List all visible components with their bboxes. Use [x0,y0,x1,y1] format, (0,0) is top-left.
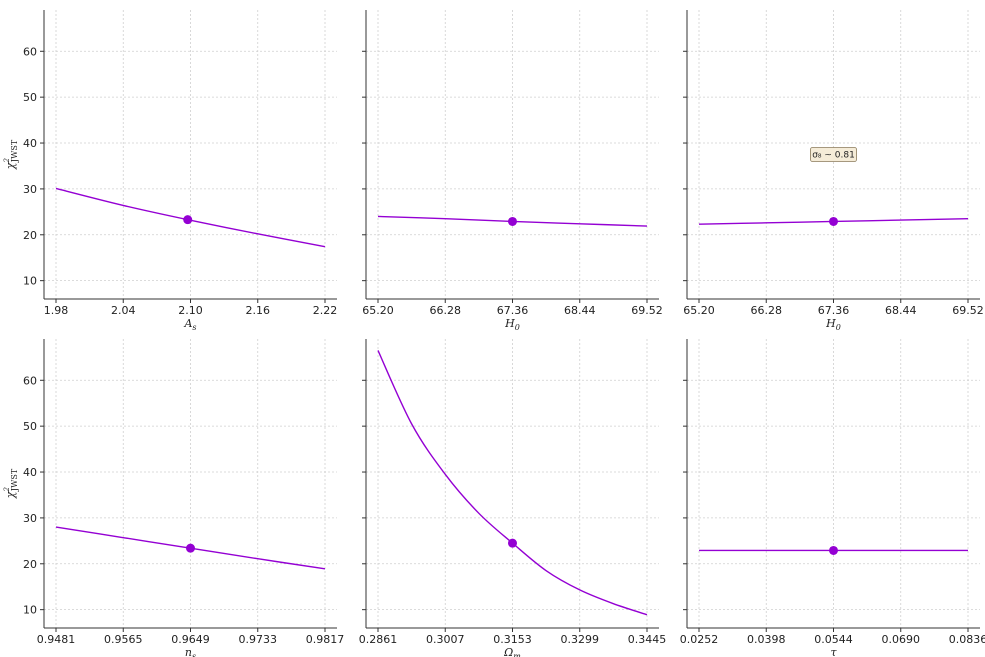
x-tick-label: 2.10 [178,304,203,317]
x-tick-label: 67.36 [818,304,850,317]
x-tick-label: 2.22 [313,304,338,317]
x-tick-label: 0.3007 [426,633,465,646]
x-tick-label: 66.28 [430,304,462,317]
subplot-6: 0.0252 0.0398 0.0544 0.0690 0.0836 τ [680,339,985,657]
fiducial-point [186,543,195,553]
x-tick-label: 69.52 [631,304,663,317]
y-tick-label: 40 [23,466,37,479]
y-tick-label: 10 [23,604,37,617]
x-tick-label: 2.04 [111,304,136,317]
x-tick-label: 0.9565 [104,633,143,646]
x-tick-label: 69.52 [952,304,984,317]
x-axis-label: τ [830,646,837,657]
x-tick-label: 0.3299 [561,633,600,646]
subplot-1: 1.98 2.04 2.10 2.16 2.22 10 20 30 40 50 60 As χ2JWST [3,10,337,332]
x-tick-label: 0.2861 [359,633,398,646]
x-axis-label: ns [185,646,196,657]
fiducial-point [183,215,193,225]
subplot-2: 65.20 66.28 67.36 68.44 69.52 H0 [362,10,663,332]
x-tick-label: 1.98 [44,304,69,317]
fiducial-point [829,545,838,555]
x-axis-label: As [183,317,196,332]
x-tick-label: 0.3153 [493,633,532,646]
y-tick-label: 40 [23,137,37,150]
subplot-4: 0.9481 0.9565 0.9649 0.9733 0.9817 10 20 30 40 50… [3,339,344,657]
y-tick-label: 20 [23,229,37,242]
y-axis-label: χ2JWST [3,139,19,170]
annotation-text: σ₈ ~ 0.81 [812,151,855,161]
fiducial-point [829,216,838,226]
x-axis-label: H0 [825,317,841,332]
x-tick-label: 0.0544 [814,633,853,646]
x-tick-label: 68.44 [564,304,596,317]
fiducial-point [508,216,517,226]
x-tick-label: 0.9481 [37,633,76,646]
x-axis-label: Ωm [503,646,521,657]
y-tick-label: 30 [23,512,37,525]
x-tick-label: 0.9649 [171,633,210,646]
x-tick-label: 65.20 [683,304,715,317]
subplot-3: 65.20 66.28 67.36 68.44 69.52 H0 σ₈ ~ 0.81 [683,10,984,332]
x-tick-label: 66.28 [751,304,783,317]
y-tick-label: 60 [23,374,37,387]
x-tick-label: 2.16 [246,304,271,317]
x-tick-label: 67.36 [497,304,529,317]
y-tick-label: 60 [23,45,37,58]
x-tick-label: 0.3445 [628,633,667,646]
x-tick-label: 0.0252 [680,633,719,646]
x-axis-label: H0 [504,317,520,332]
y-tick-label: 30 [23,183,37,196]
fiducial-point [508,538,517,548]
x-tick-label: 0.9817 [306,633,345,646]
x-tick-label: 0.9733 [239,633,278,646]
y-tick-label: 50 [23,420,37,433]
x-tick-label: 0.0690 [882,633,921,646]
y-tick-label: 20 [23,558,37,571]
y-tick-label: 50 [23,91,37,104]
annotation-box [810,147,857,162]
x-tick-label: 0.0836 [949,633,985,646]
x-tick-label: 68.44 [885,304,917,317]
x-tick-label: 65.20 [362,304,394,317]
subplot-5: 0.2861 0.3007 0.3153 0.3299 0.3445 Ωm [359,339,667,657]
x-tick-label: 0.0398 [747,633,786,646]
y-tick-label: 10 [23,275,37,288]
y-axis-label: χ2JWST [3,468,19,499]
